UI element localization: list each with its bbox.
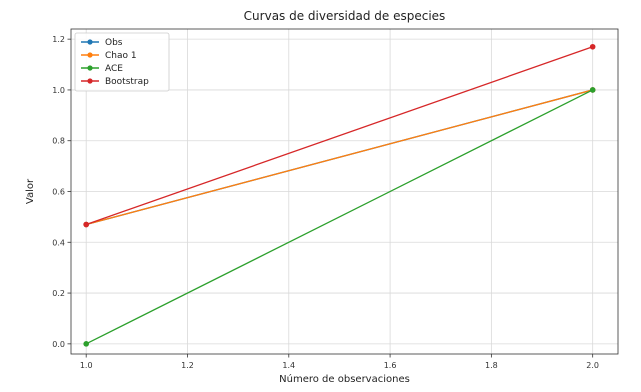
- legend-marker: [87, 65, 93, 71]
- ticks-layer: 1.0 1.2 1.4 1.6 1.8 2.0 0.0 0.2 0.4 0.6 0.8 1.0 1.2: [52, 35, 599, 370]
- y-axis-title: Valor: [25, 178, 36, 204]
- y-tick-label: 0.0: [52, 340, 65, 349]
- x-tick-label: 1.0: [80, 361, 93, 370]
- data-point-bootstrap: [589, 43, 596, 50]
- chart-title: Curvas de diversidad de especies: [244, 9, 446, 23]
- x-tick-label: 2.0: [586, 361, 599, 370]
- y-tick-label: 0.2: [52, 289, 65, 298]
- y-tick-label: 0.6: [52, 188, 65, 197]
- series-line-ace: [85, 89, 593, 345]
- data-point-ace: [83, 341, 89, 347]
- legend-label: Obs: [105, 38, 123, 48]
- legend-box: [74, 32, 170, 92]
- series-layer: [83, 43, 596, 347]
- legend-label: ACE: [105, 64, 123, 74]
- x-tick-label: 1.8: [485, 361, 498, 370]
- legend-label: Bootstrap: [105, 77, 149, 87]
- x-tick-label: 1.4: [282, 361, 295, 370]
- y-tick-label: 1.0: [52, 86, 65, 95]
- legend: Obs Chao 1 ACE Bootstrap: [74, 32, 170, 92]
- legend-marker: [87, 78, 93, 84]
- x-tick-label: 1.6: [384, 361, 397, 370]
- data-point-bootstrap: [83, 221, 89, 228]
- y-tick-label: 0.4: [52, 238, 65, 247]
- legend-label: Chao 1: [105, 51, 137, 61]
- legend-marker: [87, 39, 93, 45]
- data-point-ace: [589, 87, 596, 93]
- grid-layer: [71, 29, 618, 354]
- legend-marker: [87, 52, 93, 58]
- x-tick-label: 1.2: [181, 361, 194, 370]
- x-axis-title: Número de observaciones: [279, 373, 410, 385]
- series-line-bootstrap: [85, 46, 593, 226]
- series-line-chao-1: [86, 89, 593, 226]
- y-tick-label: 1.2: [52, 35, 65, 44]
- y-tick-label: 0.8: [52, 137, 65, 146]
